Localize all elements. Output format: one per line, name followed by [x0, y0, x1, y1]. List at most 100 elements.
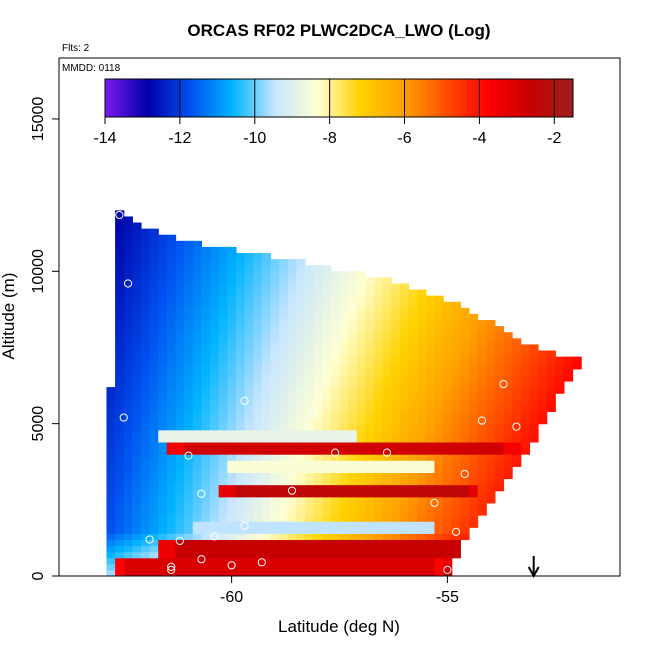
- heatmap-cell: [434, 472, 444, 480]
- heatmap-cell: [175, 332, 185, 339]
- heatmap-cell: [296, 472, 306, 480]
- heatmap-cell: [348, 429, 358, 437]
- heatmap-cell: [374, 283, 384, 291]
- heatmap-cell: [451, 399, 461, 406]
- heatmap-cell: [339, 539, 349, 547]
- heatmap-cell: [210, 454, 220, 461]
- heatmap-cell: [417, 539, 427, 547]
- heatmap-cell: [417, 320, 427, 327]
- heatmap-cell: [468, 393, 479, 400]
- heatmap-cell: [451, 338, 461, 346]
- heatmap-cell: [330, 283, 341, 291]
- heatmap-cell: [451, 429, 461, 437]
- heatmap-cell: [201, 350, 211, 358]
- heatmap-cell: [227, 502, 237, 510]
- heatmap-cell: [417, 417, 427, 425]
- heatmap-cell: [555, 387, 565, 394]
- heatmap-cell: [365, 295, 375, 303]
- heatmap-cell: [279, 368, 289, 376]
- heatmap-cell: [434, 496, 444, 504]
- heatmap-cell: [218, 496, 228, 504]
- heatmap-cell: [218, 478, 228, 486]
- heatmap-cell: [184, 423, 194, 431]
- heatmap-cell: [235, 490, 246, 498]
- heatmap-cell: [227, 533, 237, 541]
- heatmap-cell: [166, 356, 177, 364]
- heatmap-cell: [296, 563, 306, 571]
- heatmap-cell: [425, 466, 436, 473]
- heatmap-cell: [451, 478, 461, 486]
- heatmap-cell: [279, 563, 289, 571]
- heatmap-cell: [218, 557, 228, 565]
- heatmap-cell: [477, 490, 487, 498]
- heatmap-cell: [287, 374, 297, 382]
- heatmap-cell: [330, 356, 341, 364]
- heatmap-cell: [287, 411, 297, 419]
- heatmap-cell: [374, 289, 384, 297]
- heatmap-cell: [270, 289, 280, 297]
- heatmap-cell: [374, 277, 384, 285]
- heatmap-cell: [235, 545, 246, 553]
- heatmap-cell: [417, 399, 427, 406]
- heatmap-cell: [149, 515, 159, 522]
- heatmap-cell: [115, 515, 125, 522]
- heatmap-cell: [417, 496, 427, 504]
- heatmap-cell: [115, 380, 125, 388]
- heatmap-cell: [339, 301, 349, 309]
- heatmap-cell: [304, 417, 315, 425]
- heatmap-cell: [425, 502, 436, 510]
- heatmap-cell: [443, 417, 453, 425]
- heatmap-cell: [123, 393, 133, 400]
- heatmap-cell: [382, 515, 392, 522]
- heatmap-cell: [443, 301, 453, 309]
- heatmap-cell: [270, 313, 280, 321]
- heatmap-cell: [166, 374, 177, 382]
- heatmap-cell: [417, 380, 427, 388]
- heatmap-cell: [184, 466, 194, 473]
- colorbar-tick-label: -8: [323, 130, 337, 147]
- heatmap-cell: [235, 496, 246, 504]
- heatmap-cell: [365, 484, 375, 492]
- heatmap-cell: [123, 496, 133, 504]
- heatmap-cell: [227, 387, 237, 394]
- heatmap-cell: [261, 484, 272, 492]
- heatmap-cell: [304, 368, 315, 376]
- heatmap-cell: [270, 350, 280, 358]
- heatmap-cell: [261, 295, 272, 303]
- heatmap-cell: [399, 460, 410, 467]
- heatmap-cell: [115, 277, 125, 285]
- heatmap-cell: [123, 301, 133, 309]
- heatmap-cell: [253, 563, 263, 571]
- heatmap-cell: [408, 454, 418, 461]
- heatmap-cell: [218, 441, 228, 449]
- heatmap-cell: [348, 405, 358, 413]
- heatmap-cell: [132, 222, 142, 230]
- heatmap-cell: [227, 320, 237, 327]
- heatmap-cell: [158, 313, 168, 321]
- heatmap-cell: [374, 338, 384, 346]
- heatmap-cell: [149, 313, 159, 321]
- heatmap-cell: [356, 545, 366, 553]
- heatmap-cell: [184, 508, 194, 516]
- heatmap-cell: [253, 429, 263, 437]
- heatmap-cell: [520, 393, 530, 400]
- heatmap-cell: [434, 423, 444, 431]
- heatmap-cell: [443, 478, 453, 486]
- heatmap-cell: [227, 368, 237, 376]
- heatmap-cell: [149, 228, 159, 236]
- heatmap-cell: [140, 515, 151, 522]
- heatmap-cell: [123, 356, 133, 364]
- heatmap-cell: [399, 441, 410, 449]
- heatmap-cell: [166, 301, 177, 309]
- heatmap-cell: [166, 448, 177, 455]
- heatmap-cell: [235, 423, 246, 431]
- heatmap-cell: [175, 338, 185, 346]
- heatmap-cell: [158, 508, 168, 516]
- heatmap-cell: [296, 441, 306, 449]
- heatmap-cell: [140, 429, 151, 437]
- heatmap-cell: [348, 338, 358, 346]
- heatmap-cell: [365, 350, 375, 358]
- heatmap-cell: [166, 508, 177, 516]
- heatmap-cell: [529, 435, 539, 443]
- heatmap-cell: [244, 380, 254, 388]
